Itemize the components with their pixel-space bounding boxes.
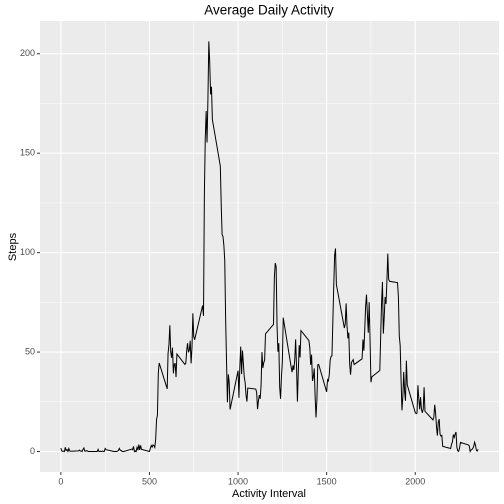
- y-axis-label: Steps: [7, 232, 19, 261]
- y-tick-label: 50: [25, 346, 35, 356]
- y-tick-label: 200: [20, 48, 35, 58]
- x-tick-label: 2000: [405, 476, 425, 486]
- plot-panel: [40, 21, 499, 472]
- x-tick-label: 0: [58, 476, 63, 486]
- x-tick-label: 1000: [228, 476, 248, 486]
- chart-title: Average Daily Activity: [204, 3, 334, 18]
- y-tick-label: 100: [20, 247, 35, 257]
- y-tick-label: 150: [20, 148, 35, 158]
- x-tick-label: 500: [142, 476, 157, 486]
- x-tick-label: 1500: [317, 476, 337, 486]
- y-tick-label: 0: [30, 446, 35, 456]
- data-line: [60, 41, 479, 454]
- x-axis-label: Activity Interval: [232, 488, 306, 500]
